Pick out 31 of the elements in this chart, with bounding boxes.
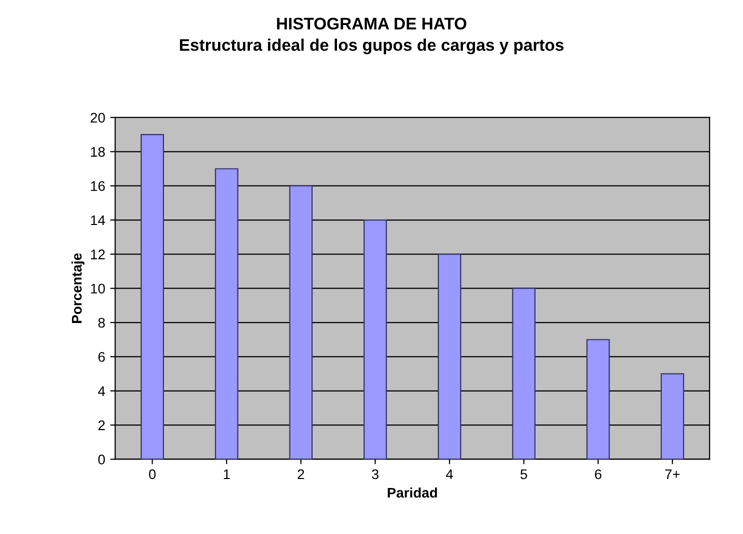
x-tick-label: 2: [298, 469, 304, 480]
chart-subtitle: Estructura ideal de los gupos de cargas y partos: [180, 38, 564, 54]
x-tick-label: 0: [148, 469, 156, 480]
y-tick-label: 12: [91, 250, 105, 260]
y-tick-label: 20: [90, 112, 105, 123]
bar: [586, 339, 610, 460]
x-tick-label: 4: [446, 469, 453, 480]
y-tick-label: 8: [98, 318, 105, 328]
y-tick-label: 10: [91, 284, 105, 294]
bar: [512, 288, 536, 460]
y-tick-label: 6: [98, 352, 105, 362]
bar: [438, 254, 462, 460]
bar: [214, 168, 238, 460]
bar: [140, 134, 164, 460]
bar: [364, 219, 387, 460]
chart-title: HISTOGRAMA DE HATO: [277, 18, 466, 30]
y-tick-label: 14: [91, 215, 106, 226]
x-tick-label: 1: [224, 469, 230, 480]
bar: [660, 373, 684, 460]
x-tick-label: 5: [520, 469, 528, 480]
x-tick-label: 6: [594, 469, 602, 480]
x-tick-label: 7+: [665, 469, 680, 480]
bar: [289, 185, 313, 460]
y-tick-label: 2: [98, 420, 105, 430]
x-tick-label: 3: [372, 469, 378, 480]
x-axis-title: Paridad: [388, 487, 437, 498]
y-axis-title: Porcentaje: [71, 253, 84, 323]
y-tick-label: 18: [91, 146, 105, 157]
y-tick-label: 4: [98, 386, 106, 396]
y-tick-label: 0: [98, 454, 105, 464]
y-tick-label: 16: [91, 181, 105, 191]
